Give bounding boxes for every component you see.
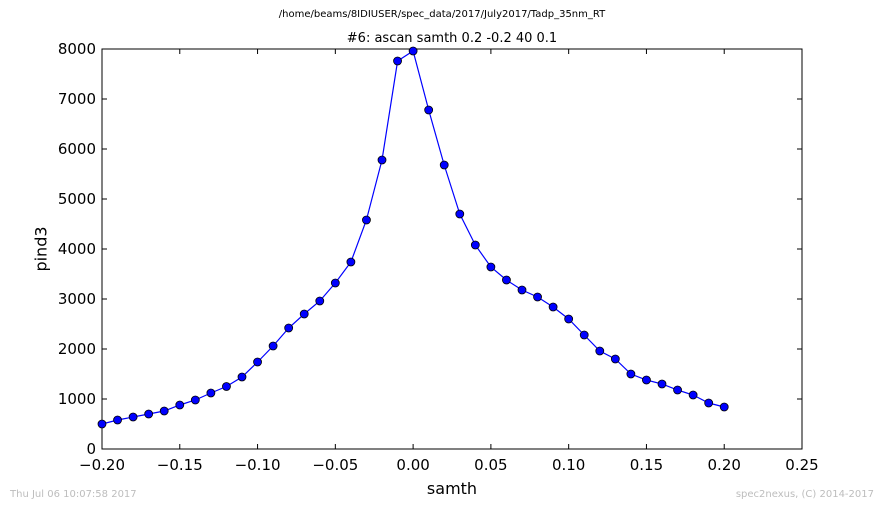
data-point bbox=[175, 400, 185, 410]
data-point bbox=[253, 357, 262, 367]
data-point bbox=[704, 398, 714, 408]
data-point bbox=[564, 314, 574, 324]
data-point bbox=[424, 105, 434, 115]
x-tick-label: 0.10 bbox=[552, 456, 585, 474]
y-tick-label: 4000 bbox=[58, 240, 96, 258]
data-point bbox=[393, 56, 402, 66]
data-point bbox=[190, 395, 200, 405]
data-point bbox=[377, 155, 387, 165]
x-tick-label: −0.20 bbox=[79, 456, 125, 474]
y-tick-label: 1000 bbox=[58, 390, 96, 408]
data-point bbox=[579, 330, 589, 340]
data-point bbox=[626, 369, 636, 379]
data-point bbox=[330, 278, 340, 288]
series-line bbox=[101, 50, 725, 425]
data-point bbox=[362, 215, 371, 225]
data-point bbox=[128, 412, 138, 422]
data-point bbox=[610, 354, 620, 364]
figure-supertitle: /home/beams/8IDIUSER/spec_data/2017/July… bbox=[278, 9, 606, 20]
x-tick-label: −0.10 bbox=[235, 456, 281, 474]
plot-title: #6: ascan samth 0.2 -0.2 40 0.1 bbox=[346, 31, 558, 46]
footer-timestamp: Thu Jul 06 10:07:58 2017 bbox=[10, 489, 137, 500]
x-tick-label: 0.05 bbox=[474, 456, 507, 474]
data-point bbox=[284, 323, 294, 333]
y-tick-label: 8000 bbox=[58, 40, 96, 58]
data-series bbox=[97, 46, 729, 429]
x-tick-label: 0.15 bbox=[630, 456, 663, 474]
data-point bbox=[408, 46, 418, 56]
x-tick-label: 0.20 bbox=[708, 456, 741, 474]
data-point bbox=[673, 385, 682, 395]
y-axis-ticks: 0 1000 2000 3000 4000 5000 6000 7000 8000 bbox=[58, 40, 802, 458]
x-tick-label: 0.00 bbox=[396, 456, 429, 474]
data-point bbox=[315, 296, 325, 306]
data-point bbox=[642, 375, 651, 385]
data-point bbox=[268, 341, 278, 351]
y-tick-label: 2000 bbox=[58, 340, 96, 358]
data-point bbox=[222, 382, 231, 391]
data-point bbox=[533, 292, 542, 302]
data-point bbox=[719, 402, 729, 412]
data-point bbox=[237, 372, 247, 382]
x-tick-label: −0.05 bbox=[312, 456, 358, 474]
data-point bbox=[548, 302, 558, 312]
data-point bbox=[346, 257, 356, 267]
y-tick-label: 3000 bbox=[58, 290, 96, 308]
x-axis-label: samth bbox=[426, 479, 478, 498]
data-point bbox=[159, 406, 169, 416]
data-point bbox=[688, 390, 698, 400]
data-point bbox=[97, 419, 107, 429]
x-axis-ticks: −0.20 −0.15 −0.10 −0.05 0.00 0.05 0.10 0.15 0.20… bbox=[79, 49, 819, 474]
data-point bbox=[455, 209, 465, 219]
y-tick-label: 7000 bbox=[58, 90, 96, 108]
data-point bbox=[595, 346, 605, 356]
data-point bbox=[299, 309, 309, 319]
data-point bbox=[517, 285, 527, 295]
y-tick-label: 0 bbox=[86, 440, 96, 458]
footer-credit: spec2nexus, (C) 2014-2017 bbox=[735, 489, 874, 500]
data-point bbox=[470, 240, 480, 250]
data-point bbox=[113, 415, 122, 425]
y-tick-label: 5000 bbox=[58, 190, 96, 208]
data-point bbox=[206, 388, 216, 398]
plot-area-frame bbox=[101, 48, 803, 450]
x-tick-label: −0.15 bbox=[157, 456, 203, 474]
data-point bbox=[657, 379, 667, 389]
data-point bbox=[502, 275, 511, 285]
x-tick-label: 0.25 bbox=[785, 456, 818, 474]
y-tick-label: 6000 bbox=[58, 140, 96, 158]
data-point bbox=[486, 262, 496, 272]
data-point bbox=[439, 160, 449, 170]
data-point bbox=[144, 409, 154, 419]
